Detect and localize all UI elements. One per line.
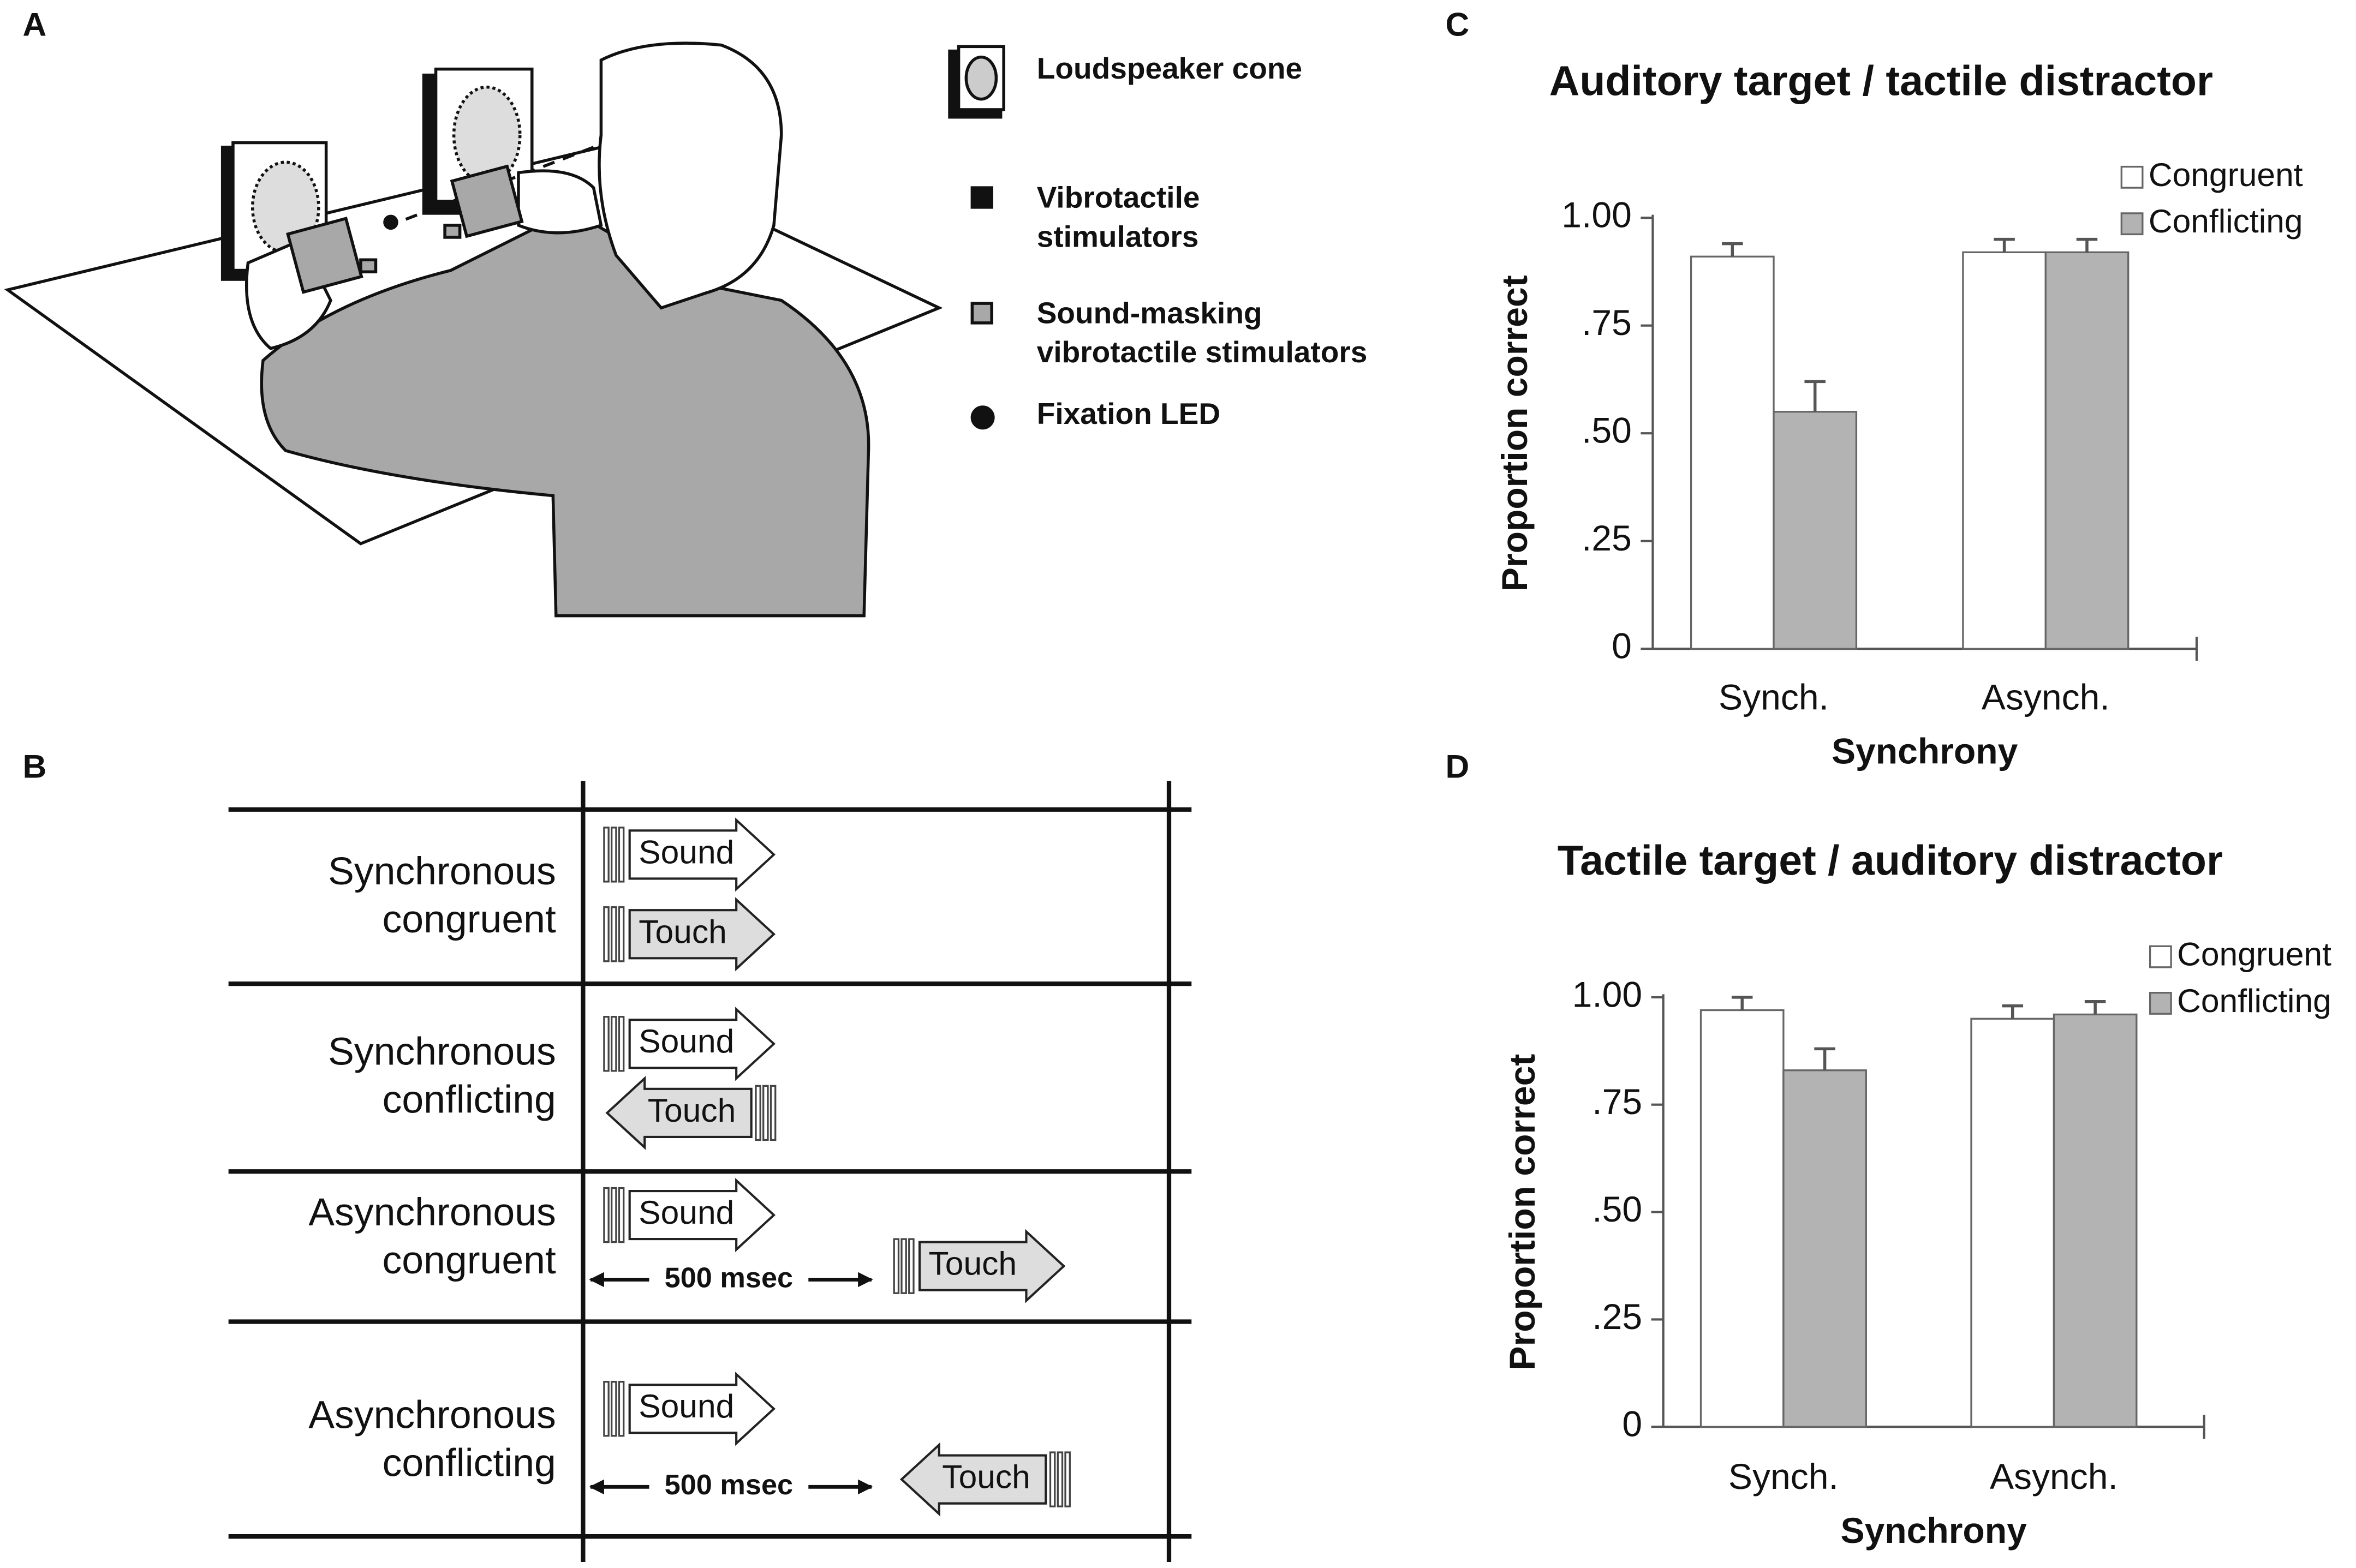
legend-swatch — [2149, 991, 2172, 1015]
stimulus-onset — [893, 1238, 900, 1294]
stimulus-onset — [1057, 1451, 1064, 1507]
legend-swatch — [2120, 165, 2144, 189]
legend-text: Sound-masking — [1037, 296, 1262, 330]
arrow-label: Touch — [942, 1458, 1030, 1495]
row-label: Synchronous — [328, 849, 556, 893]
y-tick-label: .75 — [1582, 302, 1632, 343]
x-tick-label: Asynch. — [1990, 1456, 2118, 1497]
setup-illustration — [4, 41, 943, 618]
stimulus-onset — [603, 1016, 610, 1072]
chart-title: Auditory target / tactile distractor — [1549, 58, 2213, 105]
chart-title: Tactile target / auditory distractor — [1558, 837, 2223, 884]
legend-text: stimulators — [1037, 219, 1199, 253]
bar — [1962, 251, 2047, 650]
panel-label: B — [23, 747, 47, 785]
y-tick-label: 0 — [1612, 626, 1632, 666]
arrow-label: Touch — [929, 1245, 1017, 1282]
legend-text: Vibrotactile — [1037, 181, 1200, 214]
panel-label: A — [23, 6, 47, 43]
bar — [1699, 1009, 1785, 1428]
legend-text: Loudspeaker cone — [1037, 51, 1302, 85]
y-tick-label: .50 — [1592, 1189, 1642, 1229]
stimulus-onset — [618, 906, 625, 962]
arrow-label: Touch — [639, 913, 727, 950]
stimulus-onset — [1049, 1451, 1056, 1507]
legend-text: Fixation LED — [1037, 397, 1220, 430]
stimulus-onset — [611, 1380, 617, 1437]
stimulus-onset — [603, 1187, 610, 1243]
y-axis-label: Proportion correct — [1502, 1054, 1542, 1370]
legend-label: Conflicting — [2149, 202, 2303, 240]
row-label: conflicting — [383, 1078, 556, 1122]
stimulus-onset — [603, 906, 610, 962]
bar — [1773, 411, 1858, 650]
stimulus-arrow — [628, 1372, 776, 1446]
stimulus-arrow — [918, 1229, 1066, 1303]
bar — [1970, 1018, 2055, 1428]
setup-legend-icons — [948, 45, 1005, 430]
stimulus-onset — [770, 1085, 777, 1141]
legend-label: Conflicting — [2177, 982, 2331, 1019]
stimulus-arrow — [899, 1442, 1047, 1517]
stimulus-onset — [618, 1380, 625, 1437]
y-tick-label: 0 — [1622, 1404, 1642, 1444]
stimulus-onset — [755, 1085, 761, 1141]
row-label: Synchronous — [328, 1030, 556, 1073]
stimulus-arrow — [628, 817, 776, 892]
legend-label: Congruent — [2177, 936, 2331, 973]
row-label: conflicting — [383, 1441, 556, 1485]
stimulus-onset — [618, 1187, 625, 1243]
stimulus-onset — [611, 1187, 617, 1243]
stimulus-onset — [611, 1016, 617, 1072]
row-label: congruent — [383, 1238, 556, 1282]
y-tick-label: .25 — [1592, 1296, 1642, 1337]
stimulus-arrow — [628, 897, 776, 972]
x-axis-label: Synchrony — [1841, 1510, 2027, 1551]
x-tick-label: Asynch. — [1982, 677, 2110, 717]
stimulus-onset — [603, 1380, 610, 1437]
y-tick-label: 1.00 — [1561, 195, 1632, 235]
y-tick-label: .25 — [1582, 518, 1632, 558]
stimulus-onset — [618, 827, 625, 883]
legend-label: Congruent — [2149, 156, 2303, 193]
stimulus-onset — [1064, 1451, 1071, 1507]
arrow-label: Sound — [639, 1022, 734, 1060]
y-tick-label: .50 — [1582, 410, 1632, 451]
x-axis-label: Synchrony — [1832, 731, 2018, 771]
delay-label: 500 msec — [665, 1469, 794, 1501]
y-tick-label: .75 — [1592, 1081, 1642, 1122]
arrow-label: Sound — [639, 1387, 734, 1425]
stimulus-onset — [618, 1016, 625, 1072]
arrow-label: Sound — [639, 833, 734, 870]
y-tick-label: 1.00 — [1572, 974, 1643, 1014]
stimulus-onset — [603, 827, 610, 883]
x-tick-label: Synch. — [1728, 1456, 1839, 1497]
arrow-label: Sound — [639, 1194, 734, 1231]
row-label: congruent — [383, 897, 556, 941]
stimulus-arrow — [605, 1075, 753, 1150]
panel-label: C — [1446, 6, 1470, 43]
y-axis-label: Proportion correct — [1494, 275, 1535, 591]
legend-swatch — [2149, 945, 2172, 968]
stimulus-onset — [611, 906, 617, 962]
delay-label: 500 msec — [665, 1262, 794, 1294]
row-label: Asynchronous — [308, 1393, 556, 1437]
bar — [1690, 255, 1775, 650]
bar — [2053, 1013, 2138, 1428]
stimulus-onset — [908, 1238, 915, 1294]
stimulus-arrow — [628, 1007, 776, 1081]
stimulus-onset — [900, 1238, 907, 1294]
bar — [2044, 251, 2130, 650]
panel-label: D — [1446, 747, 1470, 785]
stimulus-onset — [611, 827, 617, 883]
legend-text: vibrotactile stimulators — [1037, 335, 1368, 369]
legend-swatch — [2120, 212, 2144, 236]
bar — [1782, 1069, 1867, 1428]
row-label: Asynchronous — [308, 1190, 556, 1234]
x-tick-label: Synch. — [1719, 677, 1829, 717]
stimulus-arrow — [628, 1178, 776, 1253]
stimulus-onset — [762, 1085, 769, 1141]
arrow-label: Touch — [648, 1092, 736, 1129]
